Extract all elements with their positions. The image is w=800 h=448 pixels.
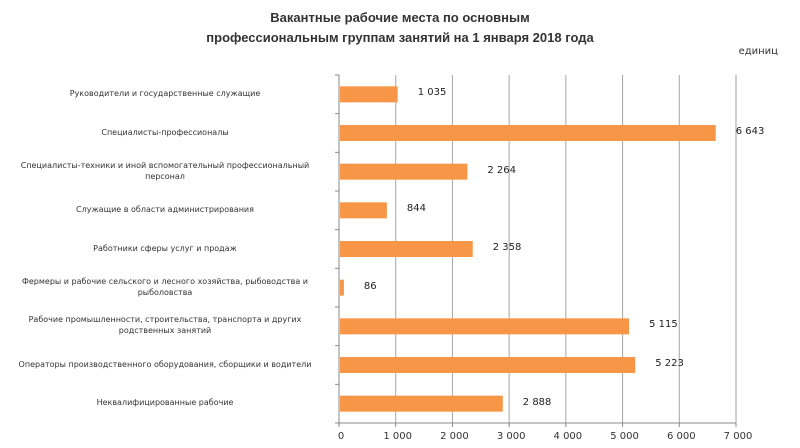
category-label: Специалисты-профессионалы xyxy=(0,127,330,138)
x-tick-label: 4 000 xyxy=(553,431,583,442)
category-label-line: Рабочие промышленности, строительства, т… xyxy=(28,315,302,325)
category-label: Служащие в области администрирования xyxy=(0,204,330,215)
value-label: 86 xyxy=(363,280,377,292)
x-tick-label: 6 000 xyxy=(666,431,696,442)
category-label-line: Неквалифицированные рабочие xyxy=(96,398,234,408)
chart-title-line-1: Вакантные рабочие места по основным xyxy=(270,10,530,25)
category-label-line: Служащие в области администрирования xyxy=(76,204,254,214)
bar xyxy=(340,125,716,141)
value-label: 5 115 xyxy=(649,319,678,331)
bar xyxy=(340,357,636,373)
bar xyxy=(340,163,468,180)
value-label: 2 358 xyxy=(492,242,522,253)
x-tick-label: 1 000 xyxy=(383,431,413,442)
bar xyxy=(340,202,387,219)
category-label: Неквалифицированные рабочие xyxy=(0,397,330,408)
value-label: 2 264 xyxy=(487,164,517,176)
value-label: 6 643 xyxy=(735,126,765,137)
category-label-line: родственных занятий xyxy=(118,326,212,336)
category-label-line: Руководители и государственные служащие xyxy=(69,88,261,98)
category-label: Фермеры и рабочие сельского и лесного хо… xyxy=(0,276,330,298)
value-label: 1 035 xyxy=(417,87,447,99)
category-label-line: Операторы производственного оборудования… xyxy=(18,359,312,369)
category-label: Работники сферы услуг и продаж xyxy=(0,243,330,254)
category-label-line: Работники сферы услуг и продаж xyxy=(93,243,237,253)
bar xyxy=(340,279,344,296)
x-tick-label: 3 000 xyxy=(496,431,526,442)
category-label: Специалисты-техники и иной вспомогательн… xyxy=(0,160,330,182)
bar xyxy=(340,241,473,257)
category-label-line: Специалисты-техники и иной вспомогательн… xyxy=(20,160,310,170)
value-label: 844 xyxy=(406,203,426,215)
category-label-line: рыболовства xyxy=(137,287,193,297)
bar xyxy=(340,395,503,412)
category-label: Операторы производственного оборудования… xyxy=(0,359,330,370)
category-label: Рабочие промышленности, строительства, т… xyxy=(0,314,330,336)
unit-label: единиц xyxy=(738,46,778,57)
bar xyxy=(340,318,630,335)
value-label: 5 223 xyxy=(655,358,684,369)
value-label: 2 888 xyxy=(522,396,552,408)
category-label-line: персонал xyxy=(145,171,185,181)
chart-title-line-2: профессиональным группам занятий на 1 ян… xyxy=(206,30,594,45)
x-tick-label: 0 xyxy=(337,431,345,442)
category-label: Руководители и государственные служащие xyxy=(0,88,330,99)
x-tick-label: 2 000 xyxy=(440,431,469,442)
x-tick-label: 5 000 xyxy=(610,431,639,442)
category-label-line: Фермеры и рабочие сельского и лесного хо… xyxy=(21,276,308,286)
x-tick-label: 7 000 xyxy=(723,431,753,442)
category-label-line: Специалисты-профессионалы xyxy=(101,127,229,137)
bar xyxy=(340,86,398,103)
